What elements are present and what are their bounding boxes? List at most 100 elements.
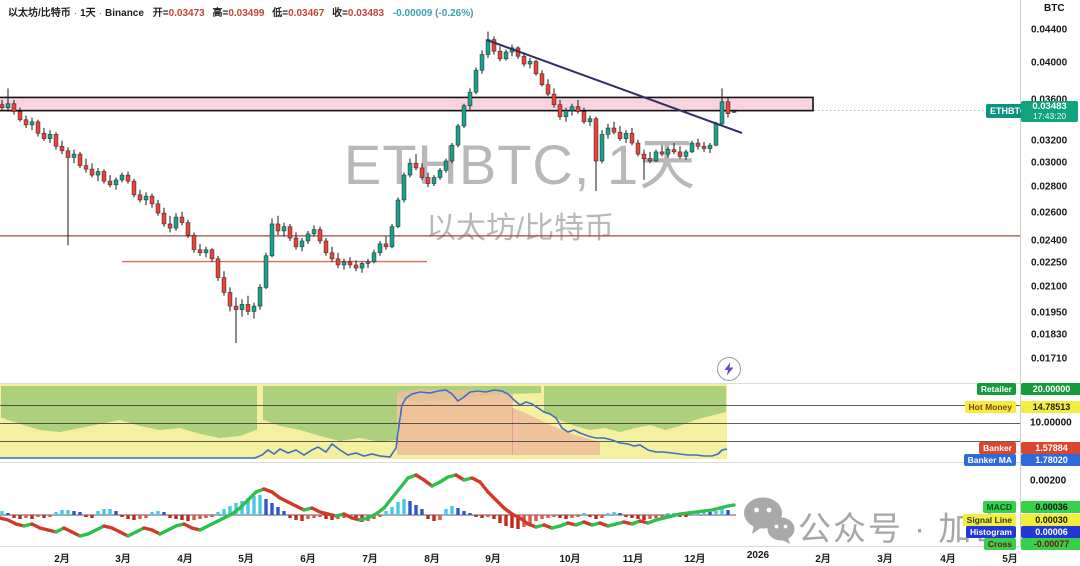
candle-up [653, 151, 659, 162]
macd-histogram-bar [246, 498, 250, 515]
candle-up [605, 127, 611, 135]
pane-divider[interactable] [0, 462, 1020, 463]
candle-up [689, 142, 695, 153]
candle-up [143, 195, 149, 201]
macd-histogram-bar [642, 515, 646, 520]
macd-histogram-bar [432, 515, 436, 521]
candle-up [503, 51, 509, 60]
macd-histogram-bar [648, 515, 652, 519]
candle-up [623, 132, 629, 140]
macd-histogram-bar [330, 515, 334, 520]
macd-histogram-bar [264, 499, 268, 515]
price-tick-label: 0.02400 [1031, 235, 1068, 247]
macd-line-segment [390, 486, 402, 500]
candle-down [89, 168, 95, 176]
candle-down [59, 145, 65, 152]
macd-histogram-bar [174, 515, 178, 519]
legend-interval[interactable]: 1天 [80, 8, 96, 19]
last-price-value: 0.03483 [1032, 101, 1067, 112]
price-tick-label: 0.03600 [1031, 94, 1068, 106]
macd-histogram-bar [462, 511, 466, 515]
candle-up [71, 153, 77, 158]
macd-histogram-bar [396, 502, 400, 515]
quick-trade-lightning-button[interactable] [717, 357, 741, 381]
candle-down [533, 61, 539, 75]
candle-down [125, 174, 131, 182]
legend-symbol[interactable]: 以太坊/比特币 [8, 8, 71, 19]
macd-histogram-bar [408, 501, 412, 515]
price-tick-label: 0.02600 [1031, 207, 1068, 219]
macd-histogram-bar [60, 510, 64, 515]
candle-down [629, 132, 635, 144]
time-tick-label: 10月 [559, 554, 581, 565]
macd-histogram-bar [474, 515, 478, 517]
pane-divider[interactable] [0, 383, 1020, 384]
macd-histogram-bar [132, 515, 136, 520]
candle-down [425, 177, 431, 184]
time-tick-label: 2月 [815, 554, 831, 565]
wechat-watermark-text: 公众号 · 加密 [798, 510, 1009, 547]
candle-down [233, 305, 239, 310]
price-tick-label: 0.01950 [1031, 307, 1068, 319]
macd-histogram-bar [456, 508, 460, 515]
price-tick-label: 0.03200 [1031, 135, 1068, 147]
macd-histogram-bar [84, 515, 88, 517]
candle-down [317, 229, 323, 242]
macd-histogram-bar [600, 515, 604, 518]
candle-down [209, 249, 215, 260]
price-tick-label: 0.01710 [1031, 353, 1068, 365]
candle-down [149, 195, 155, 205]
candle-up [203, 249, 209, 254]
macd-line-segment [478, 480, 490, 494]
macd-histogram-bar [258, 495, 262, 515]
candle-up [563, 110, 569, 118]
candle-down [647, 158, 653, 162]
macd-histogram-bar [630, 515, 634, 518]
macd-histogram-bar [66, 510, 70, 515]
macd-histogram-bar [510, 515, 514, 528]
macd-line-segment [398, 476, 410, 490]
macd-histogram-bar [588, 515, 592, 517]
candle-up [311, 229, 317, 235]
macd-histogram-bar [120, 515, 124, 517]
macd-histogram-bar [168, 515, 172, 518]
symbol-legend[interactable]: 以太坊/比特币 · 1天 · Binance 开=0.03473 高=0.03499 低… [8, 8, 474, 19]
price-axis[interactable]: BTC 0.04400 0.04000 0.03600 0.03200 0.03000 0… [1020, 0, 1080, 566]
macd-line-segment [238, 498, 250, 510]
macd-histogram-bar [30, 515, 34, 519]
candle-down [353, 264, 359, 269]
macd-histogram-bar [636, 515, 640, 519]
macd-histogram-bar [516, 515, 520, 529]
candle-down [725, 101, 731, 114]
macd-histogram-bar [384, 511, 388, 515]
candle-down [581, 111, 587, 123]
candle-up [269, 223, 275, 257]
macd-histogram-bar [654, 515, 658, 518]
macd-histogram-bar [378, 515, 382, 517]
oscillator-blue-line [0, 389, 728, 459]
macd-histogram-bar [480, 515, 484, 518]
macd-histogram-bar [306, 515, 310, 519]
macd-histogram-bar [198, 515, 202, 519]
candle-down [77, 153, 83, 166]
macd-histogram-bar [270, 503, 274, 515]
macd-histogram-bar [102, 509, 106, 515]
time-axis[interactable]: 2月 3月 4月 5月 6月 7月 8月 9月 10月 11月 12月 2026 2月 3月 4月 5月 [0, 546, 1080, 566]
price-axis-currency: BTC [1044, 3, 1065, 14]
macd-histogram-bar [564, 515, 568, 519]
macd-histogram-bar [252, 496, 256, 515]
macd-histogram-bar [312, 515, 316, 518]
candle-down [695, 142, 701, 147]
macd-histogram-bar [414, 505, 418, 515]
macd-line-segment [246, 490, 258, 502]
macd-histogram-bar [276, 507, 280, 515]
price-tick-label: 0.02250 [1031, 257, 1068, 269]
price-tick-label: 0.02100 [1031, 281, 1068, 293]
candle-down [227, 292, 233, 307]
price-tick-label: 0.03000 [1031, 157, 1068, 169]
candle-up [731, 110, 737, 113]
candle-down [557, 104, 563, 118]
macd-histogram-bar [450, 506, 454, 515]
macd-histogram-bar [726, 510, 730, 515]
